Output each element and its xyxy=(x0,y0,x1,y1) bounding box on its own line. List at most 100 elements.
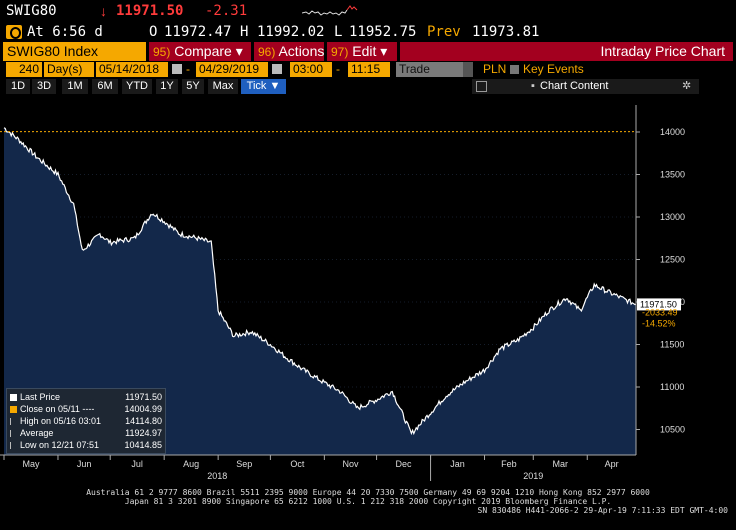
x-tick-label: May xyxy=(22,459,40,469)
compare-number: 95) xyxy=(153,45,171,59)
security-field[interactable]: SWIG80 Index xyxy=(3,42,146,61)
range-1m-button[interactable]: 1M xyxy=(62,79,88,94)
legend-marker xyxy=(10,442,17,450)
chevron-down-icon: ▾ xyxy=(380,43,388,59)
actions-label: Actions xyxy=(278,43,325,59)
range-1y-button[interactable]: 1Y xyxy=(156,79,178,94)
clock-icon xyxy=(6,25,22,39)
legend-value: 11924.97 xyxy=(125,428,162,438)
chevron-down-icon: ▾ xyxy=(235,43,243,59)
legend-label: Close on 05/11 ---- xyxy=(20,404,95,414)
range-6m-button[interactable]: 6M xyxy=(92,79,118,94)
prev-value: 11973.81 xyxy=(472,24,540,40)
net-change: -2.31 xyxy=(205,3,248,19)
end-date-input[interactable]: 04/29/2019 xyxy=(196,62,268,77)
legend-last-price: Last Price 11971.50 xyxy=(10,392,164,403)
quote-bar: At 6:56 d O 11972.47 H 11992.02 L 11952.… xyxy=(0,22,736,42)
edit-button[interactable]: 97) Edit ▾ xyxy=(327,42,397,61)
x-tick-label: Mar xyxy=(553,459,569,469)
date-controls: 240 Day(s) 05/14/2018 - 04/29/2019 03:00… xyxy=(0,62,736,78)
period-input[interactable]: 240 xyxy=(6,62,42,77)
menu-bar: SWIG80 Index 95) Compare ▾ 96) Actions ▾… xyxy=(0,42,736,61)
legend-high: High on 05/16 03:01 14114.80 xyxy=(10,416,164,427)
y-tick-label: 12500 xyxy=(660,255,685,265)
legend-label: Low on 12/21 07:51 xyxy=(20,440,100,450)
chart-icon: ▪ xyxy=(531,80,535,92)
x-axis: May Jun Jul Aug Sep Oct Nov Dec Jan Feb Mar Apr 2018… xyxy=(0,454,636,481)
y-axis: 1050011000115001200012500130001350014000 xyxy=(635,105,685,455)
time-separator: - xyxy=(336,62,340,76)
y-tick-label: 13000 xyxy=(660,212,685,222)
actions-button[interactable]: 96) Actions ▾ xyxy=(254,42,335,61)
down-arrow-icon: ↓ xyxy=(100,3,107,19)
footer: Australia 61 2 9777 8600 Brazil 5511 239… xyxy=(0,488,736,530)
tick-select[interactable]: Tick ▼ xyxy=(241,79,286,94)
legend-marker xyxy=(10,430,17,438)
ticker-bar: SWIG80 ↓ 11971.50 -2.31 xyxy=(0,0,736,22)
x-tick-label: Jul xyxy=(131,459,143,469)
range-max-button[interactable]: Max xyxy=(208,79,238,94)
range-bar: 1D 3D 1M 6M YTD 1Y 5Y Max Tick ▼ ▪ Chart… xyxy=(0,79,736,94)
y-tick-label: 13500 xyxy=(660,170,685,180)
legend-average: Average 11924.97 xyxy=(10,428,164,439)
price-chart[interactable]: 1050011000115001200012500130001350014000… xyxy=(0,95,736,485)
calendar-icon[interactable] xyxy=(172,64,182,74)
change-label: -2033.49 xyxy=(642,307,678,317)
y-tick-label: 11000 xyxy=(660,382,684,392)
legend-value: 14004.99 xyxy=(124,404,162,414)
last-price-tag-text: 11971.50 xyxy=(640,299,677,309)
start-time-input[interactable]: 03:00 xyxy=(290,62,332,77)
low-value: 11952.75 xyxy=(349,24,417,40)
legend-label: Last Price xyxy=(20,392,61,402)
footer-line-3: SN 830486 H441-2066-2 29-Apr-19 7:11:33 … xyxy=(477,506,728,515)
legend-close: Close on 05/11 ---- 14004.99 xyxy=(10,404,164,415)
legend-swatch xyxy=(10,406,17,414)
price-area xyxy=(4,127,636,456)
x-tick-label: Jan xyxy=(450,459,465,469)
start-date-input[interactable]: 05/14/2018 xyxy=(96,62,168,77)
edit-label: Edit xyxy=(352,43,377,59)
function-title: Intraday Price Chart xyxy=(400,42,733,61)
x-tick-label: Apr xyxy=(605,459,619,469)
key-events-checkbox[interactable] xyxy=(510,65,519,74)
y-tick-label: 10500 xyxy=(660,425,685,435)
end-time-input[interactable]: 11:15 xyxy=(348,62,390,77)
range-1d-button[interactable]: 1D xyxy=(6,79,30,94)
footer-line-1: Australia 61 2 9777 8600 Brazil 5511 239… xyxy=(86,488,650,497)
compare-button[interactable]: 95) Compare ▾ xyxy=(149,42,251,61)
last-price: 11971.50 xyxy=(116,3,184,19)
ticker-symbol: SWIG80 xyxy=(6,3,57,19)
x-tick-label: Dec xyxy=(396,459,413,469)
x-year-label: 2018 xyxy=(207,471,227,481)
legend-value: 14114.80 xyxy=(125,416,162,426)
range-3d-button[interactable]: 3D xyxy=(32,79,56,94)
gear-icon[interactable]: ✲ xyxy=(682,80,692,92)
chart-content-button[interactable]: Chart Content xyxy=(540,80,609,92)
open-value: 11972.47 xyxy=(164,24,232,40)
date-separator: - xyxy=(186,62,190,76)
legend-label: Average xyxy=(20,428,54,438)
period-unit-select[interactable]: Day(s) xyxy=(44,62,94,77)
footer-line-2: Japan 81 3 3201 8900 Singapore 65 6212 1… xyxy=(124,497,612,506)
expand-icon[interactable] xyxy=(476,81,487,92)
high-value: 11992.02 xyxy=(257,24,325,40)
chart-legend[interactable]: Last Price 11971.50 Close on 05/11 ---- … xyxy=(6,388,166,454)
y-tick-label: 14000 xyxy=(660,127,685,137)
legend-label: High on 05/16 03:01 xyxy=(20,416,102,426)
range-ytd-button[interactable]: YTD xyxy=(122,79,152,94)
x-tick-label: Feb xyxy=(501,459,517,469)
calendar-icon[interactable] xyxy=(272,64,282,74)
y-tick-label: 11500 xyxy=(660,340,684,350)
change-pct-label: -14.52% xyxy=(642,318,676,328)
last-price-tag: 11971.50 xyxy=(637,298,681,311)
legend-low: Low on 12/21 07:51 10414.85 xyxy=(10,440,164,451)
range-5y-button[interactable]: 5Y xyxy=(182,79,204,94)
chart-content-bar: ▪ Chart Content ✲ xyxy=(472,79,699,94)
edit-number: 97) xyxy=(331,45,349,59)
x-tick-label: Sep xyxy=(236,459,252,469)
quote-time: At 6:56 d xyxy=(27,24,103,40)
currency-label[interactable]: PLN xyxy=(483,62,507,76)
prev-label: Prev xyxy=(427,24,461,40)
last-price-box xyxy=(637,298,681,311)
market-select[interactable]: Trade xyxy=(396,62,473,77)
